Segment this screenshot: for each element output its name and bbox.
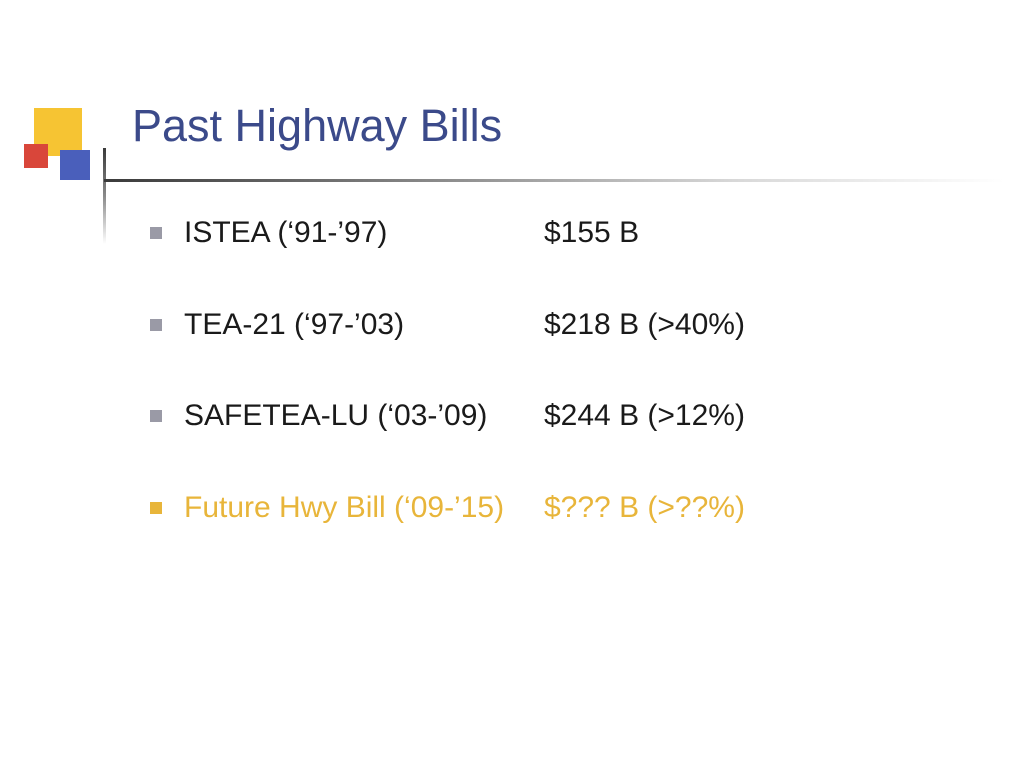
bullet-icon	[150, 502, 162, 514]
title-underline	[104, 179, 1004, 182]
bill-amount: $244 B (>12%)	[544, 397, 745, 435]
bill-row: TEA-21 (‘97-’03) $218 B (>40%)	[150, 306, 950, 344]
bullet-icon	[150, 319, 162, 331]
slide-title: Past Highway Bills	[132, 100, 502, 152]
bill-amount: $??? B (>??%)	[544, 489, 745, 527]
bill-amount: $218 B (>40%)	[544, 306, 745, 344]
bill-row: SAFETEA-LU (‘03-’09) $244 B (>12%)	[150, 397, 950, 435]
bill-amount: $155 B	[544, 214, 639, 252]
decoration-square-red	[24, 144, 48, 168]
bill-row-future: Future Hwy Bill (‘09-’15) $??? B (>??%)	[150, 489, 950, 527]
bill-name: TEA-21 (‘97-’03)	[184, 306, 544, 344]
bullet-icon	[150, 410, 162, 422]
decoration-square-blue	[60, 150, 90, 180]
bill-row: ISTEA (‘91-’97) $155 B	[150, 214, 950, 252]
bill-name: Future Hwy Bill (‘09-’15)	[184, 489, 544, 527]
bill-name: SAFETEA-LU (‘03-’09)	[184, 397, 544, 435]
bill-list: ISTEA (‘91-’97) $155 B TEA-21 (‘97-’03) …	[150, 214, 950, 580]
bullet-icon	[150, 227, 162, 239]
title-vertical-rule	[103, 148, 106, 244]
bill-name: ISTEA (‘91-’97)	[184, 214, 544, 252]
slide: Past Highway Bills ISTEA (‘91-’97) $155 …	[0, 0, 1024, 768]
